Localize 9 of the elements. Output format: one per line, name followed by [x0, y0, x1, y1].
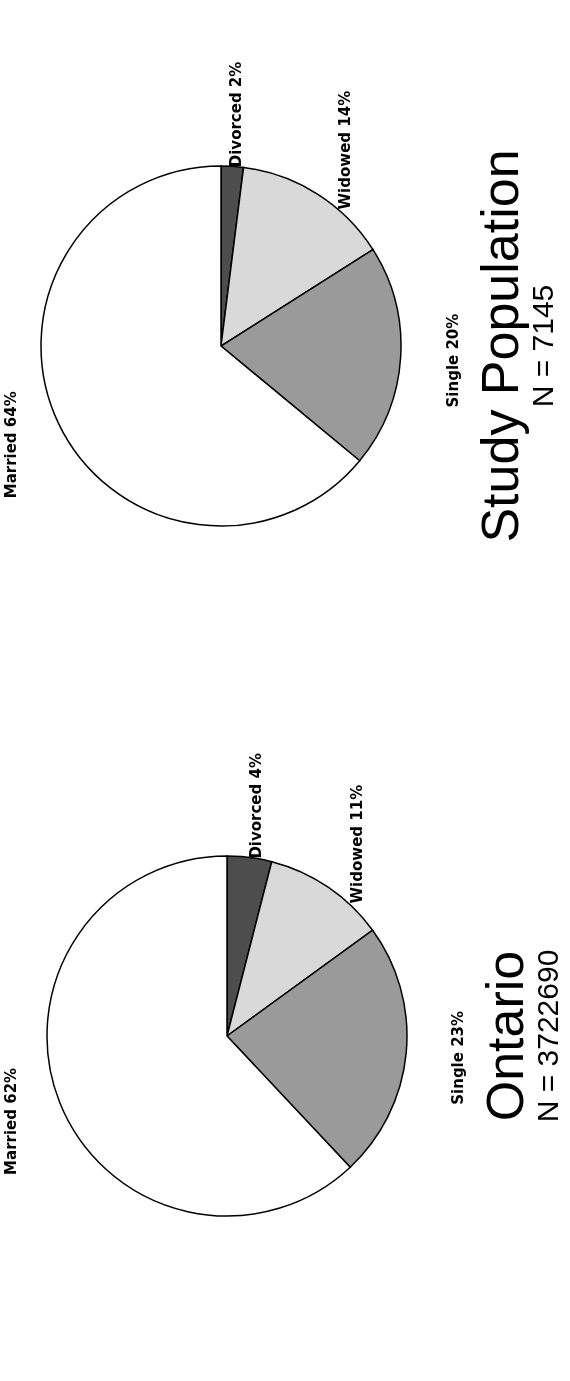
slice-label: Divorced 2% — [226, 61, 245, 168]
slice-label: Divorced 4% — [247, 753, 266, 859]
slice-label: Single 23% — [448, 1010, 467, 1105]
text: Study Population — [470, 149, 529, 543]
slice-label: Widowed 11% — [348, 784, 367, 904]
slice-label: Widowed 14% — [336, 90, 355, 210]
slice-label: Single 20% — [443, 313, 462, 408]
slice-label: Married 62% — [2, 1067, 21, 1175]
slice-label: Married 64% — [2, 391, 21, 499]
